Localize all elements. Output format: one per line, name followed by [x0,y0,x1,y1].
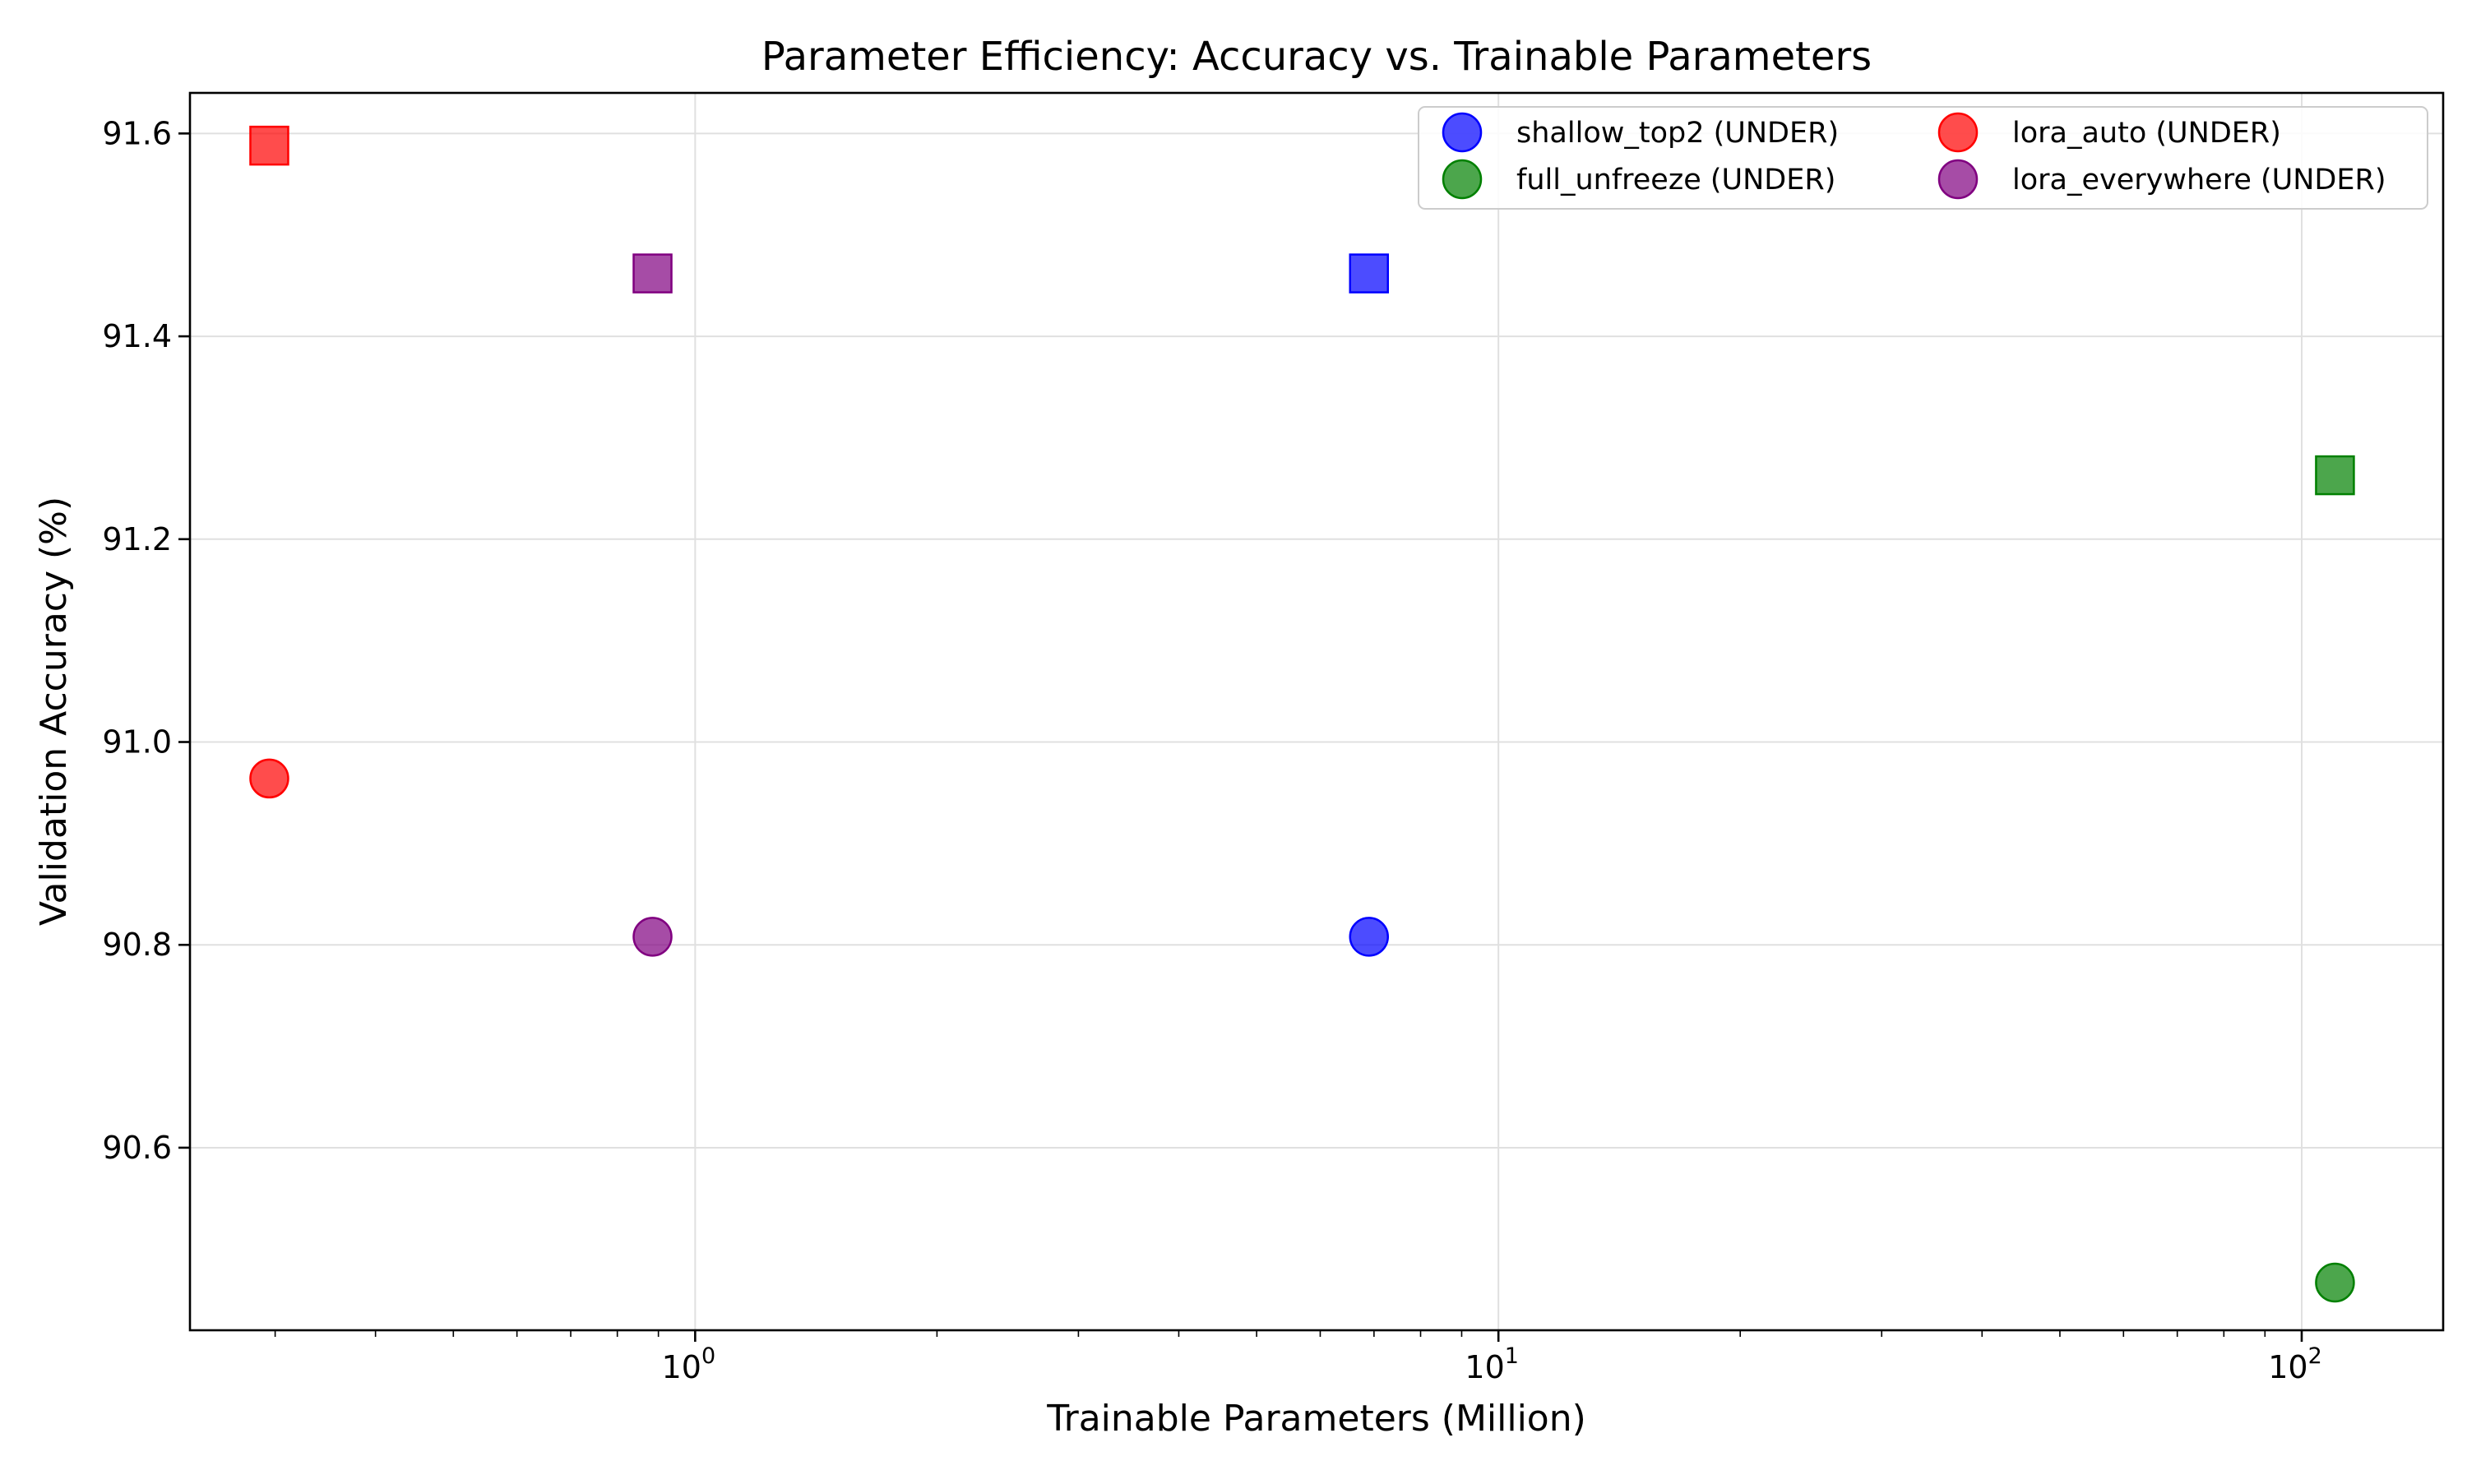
legend-label: shallow_top2 (UNDER) [1516,117,1839,150]
y-tick-label: 90.6 [102,1130,172,1166]
legend-label: full_unfreeze (UNDER) [1516,164,1835,196]
x-axis-label: Trainable Parameters (Million) [1046,1398,1586,1440]
y-axis-label: Validation Accuracy (%) [33,497,75,926]
data-point-circle [249,758,289,799]
x-tick-base: 10 [2268,1349,2307,1385]
y-tick-label: 91.2 [102,521,172,557]
legend-label: lora_everywhere (UNDER) [2012,164,2386,196]
data-point-circle [2315,1262,2355,1303]
legend-marker [1937,159,1979,200]
data-point-circle [632,917,673,957]
y-tick-label: 90.8 [102,927,172,963]
y-tick-label: 91.4 [102,318,172,354]
plot-frame [188,91,2445,1332]
data-point-square [1349,253,1390,294]
chart-title: Parameter Efficiency: Accuracy vs. Train… [761,34,1872,80]
x-tick-base: 10 [662,1349,701,1385]
x-tick-label: 102 [2268,1343,2322,1385]
x-tick-base: 10 [1465,1349,1504,1385]
legend-marker [1937,112,1979,153]
legend-marker [1442,112,1483,153]
marker-layer [249,125,2355,1303]
x-tick-label: 100 [662,1343,716,1385]
grid-layer [190,93,2443,1330]
legend-box [1418,106,2428,210]
data-point-square [249,125,289,166]
x-tick-label: 101 [1465,1343,1519,1385]
legend-label: lora_auto (UNDER) [2012,117,2281,150]
legend-marker [1442,159,1483,200]
legend: shallow_top2 (UNDER) full_unfreeze (UNDER… [1418,106,2428,210]
x-tick-exponent: 2 [2308,1343,2322,1369]
x-tick-exponent: 1 [1505,1343,1519,1369]
data-point-circle [1349,917,1390,957]
x-tick-exponent: 0 [701,1343,715,1369]
y-tick-label: 91.0 [102,724,172,760]
data-point-square [2315,455,2355,496]
y-tick-label: 91.6 [102,115,172,151]
data-point-square [632,253,673,294]
